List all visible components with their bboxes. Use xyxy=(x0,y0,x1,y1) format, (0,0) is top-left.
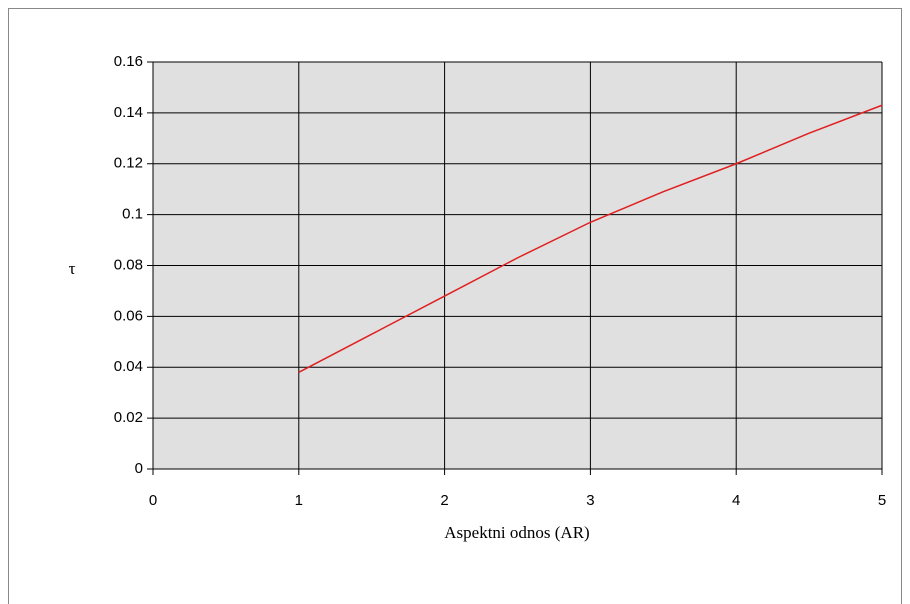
x-tick-label: 5 xyxy=(878,492,886,509)
y-tick-label: 0.16 xyxy=(114,53,143,70)
y-tick-label: 0.12 xyxy=(114,155,143,172)
x-tick-label: 4 xyxy=(732,492,740,509)
y-tick-label: 0.06 xyxy=(114,307,143,324)
y-tick-label: 0 xyxy=(135,460,143,477)
frame xyxy=(8,8,902,604)
x-tick-label: 2 xyxy=(440,492,448,509)
x-tick-label: 3 xyxy=(586,492,594,509)
y-axis-label: τ xyxy=(69,259,76,278)
y-tick-label: 0.14 xyxy=(114,104,143,121)
y-tick-label: 0.04 xyxy=(114,358,143,375)
x-tick-label: 0 xyxy=(149,492,157,509)
y-tick-label: 0.02 xyxy=(114,409,143,426)
y-tick-label: 0.1 xyxy=(122,206,143,223)
x-axis-label: Aspektni odnos (AR) xyxy=(444,523,589,542)
x-tick-label: 1 xyxy=(295,492,303,509)
line xyxy=(298,104,883,374)
y-tick-label: 0.08 xyxy=(114,256,143,273)
